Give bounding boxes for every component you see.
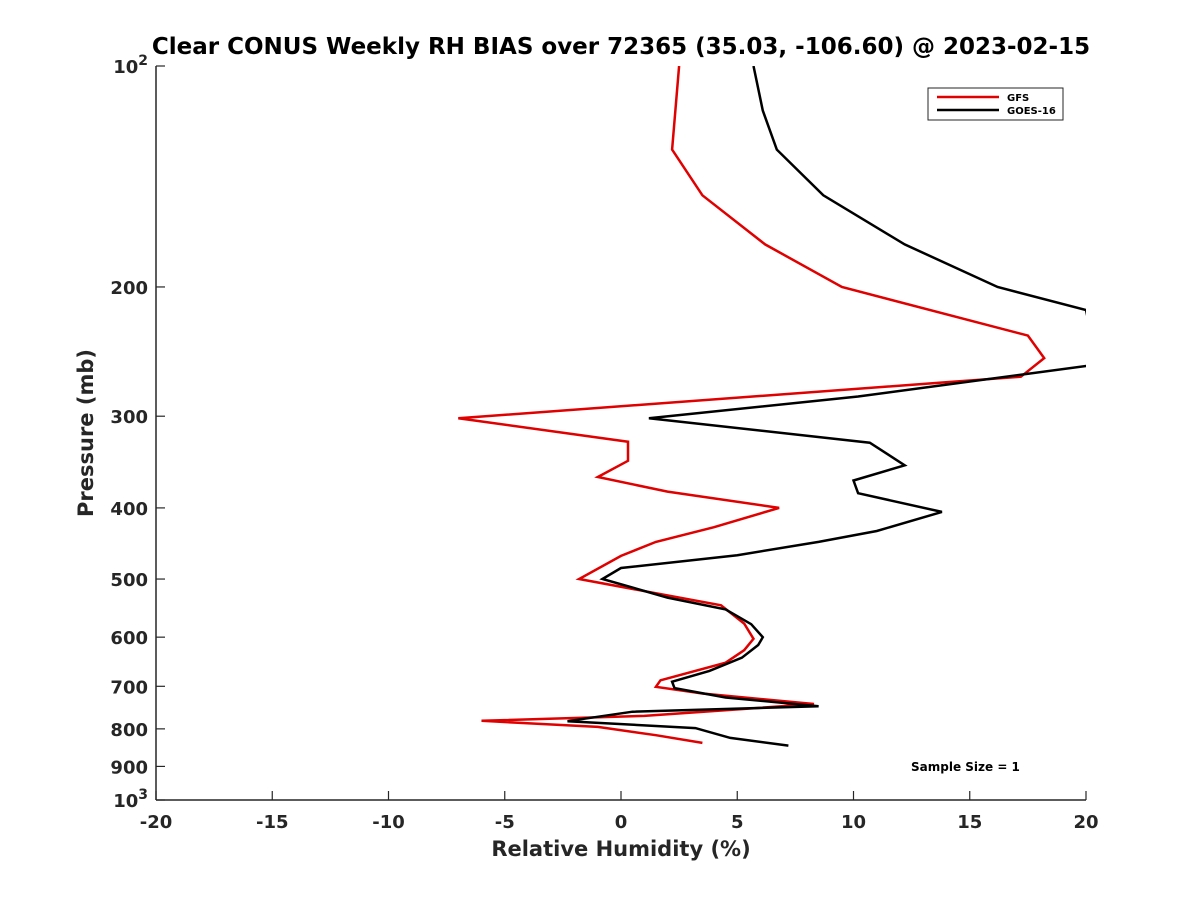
x-tick-label: -10 bbox=[372, 812, 405, 833]
series-line-gfs bbox=[458, 66, 1046, 745]
x-tick-label: 20 bbox=[1073, 812, 1098, 833]
y-ticks: 102 200 300 400 500 600 700 800 900 103 bbox=[110, 53, 165, 812]
legend-label-goes16: GOES-16 bbox=[1007, 106, 1056, 117]
y-axis-label: Pressure (mb) bbox=[74, 349, 98, 517]
y-tick-label: 500 bbox=[110, 570, 148, 591]
y-tick-label: 400 bbox=[110, 499, 148, 520]
legend-label-gfs: GFS bbox=[1007, 93, 1029, 104]
x-tick-label: 5 bbox=[731, 812, 744, 833]
x-axis-label: Relative Humidity (%) bbox=[491, 837, 750, 861]
x-tick-label: -5 bbox=[495, 812, 515, 833]
series-layer bbox=[458, 66, 1086, 747]
y-tick-label: 900 bbox=[110, 757, 148, 778]
x-tick-label: 0 bbox=[615, 812, 628, 833]
y-tick-label: 103 bbox=[113, 787, 148, 812]
legend-box bbox=[927, 87, 1064, 121]
y-tick-label: 300 bbox=[110, 407, 148, 428]
x-ticks: -20 -15 -10 -5 0 5 10 15 20 bbox=[140, 791, 1099, 833]
x-tick-label: 15 bbox=[957, 812, 982, 833]
y-tick-label: 700 bbox=[110, 677, 148, 698]
chart-title: Clear CONUS Weekly RH BIAS over 72365 (3… bbox=[152, 34, 1090, 60]
y-tick-label: 200 bbox=[110, 278, 148, 299]
y-tick-label: 800 bbox=[110, 720, 148, 741]
x-tick-label: -20 bbox=[140, 812, 173, 833]
y-tick-label: 600 bbox=[110, 628, 148, 649]
sample-size-annotation: Sample Size = 1 bbox=[911, 760, 1020, 774]
y-tick-label: 102 bbox=[113, 53, 148, 78]
series-line-goes-16 bbox=[567, 66, 1086, 747]
legend: GFS GOES-16 bbox=[927, 87, 1064, 121]
x-tick-label: 10 bbox=[841, 812, 866, 833]
x-tick-label: -15 bbox=[256, 812, 289, 833]
